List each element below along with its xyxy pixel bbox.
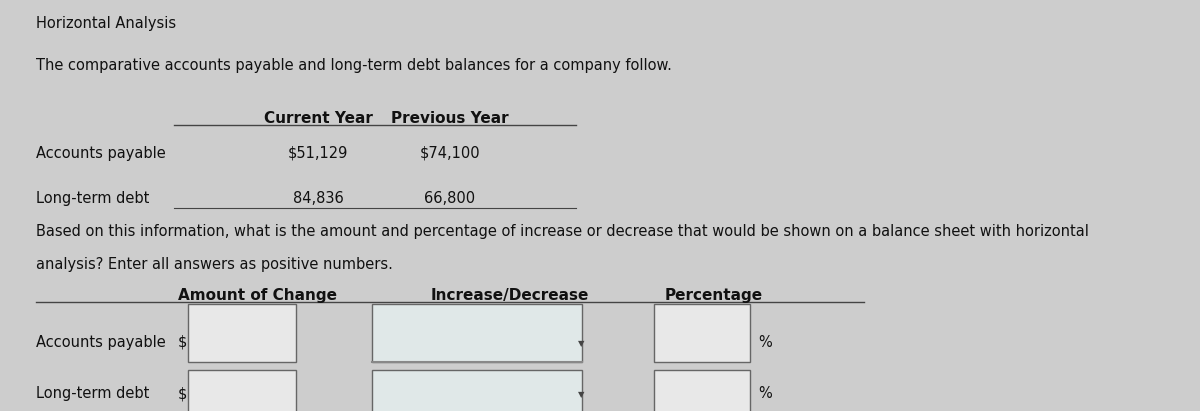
Text: 66,800: 66,800 [425, 191, 475, 206]
Text: Accounts payable: Accounts payable [36, 335, 166, 350]
Text: Increase/Decrease: Increase/Decrease [431, 288, 589, 302]
Text: Long-term debt: Long-term debt [36, 191, 149, 206]
FancyBboxPatch shape [654, 370, 750, 411]
Text: Accounts payable: Accounts payable [36, 146, 166, 161]
Text: ▼: ▼ [578, 390, 584, 399]
FancyBboxPatch shape [654, 304, 750, 362]
Text: Amount of Change: Amount of Change [179, 288, 337, 302]
Text: Percentage: Percentage [665, 288, 763, 302]
Text: %: % [758, 335, 772, 350]
Text: $51,129: $51,129 [288, 146, 348, 161]
Text: Based on this information, what is the amount and percentage of increase or decr: Based on this information, what is the a… [36, 224, 1088, 239]
FancyBboxPatch shape [188, 304, 296, 362]
Text: $: $ [178, 386, 187, 401]
Text: Horizontal Analysis: Horizontal Analysis [36, 16, 176, 31]
Text: analysis? Enter all answers as positive numbers.: analysis? Enter all answers as positive … [36, 257, 392, 272]
Text: The comparative accounts payable and long-term debt balances for a company follo: The comparative accounts payable and lon… [36, 58, 672, 72]
Text: Previous Year: Previous Year [391, 111, 509, 126]
FancyBboxPatch shape [188, 370, 296, 411]
Text: Long-term debt: Long-term debt [36, 386, 149, 401]
FancyBboxPatch shape [372, 304, 582, 362]
FancyBboxPatch shape [372, 370, 582, 411]
Text: ▼: ▼ [578, 339, 584, 348]
Text: $74,100: $74,100 [420, 146, 480, 161]
Text: $: $ [178, 335, 187, 350]
Text: %: % [758, 386, 772, 401]
Text: 84,836: 84,836 [293, 191, 343, 206]
Text: Current Year: Current Year [264, 111, 372, 126]
